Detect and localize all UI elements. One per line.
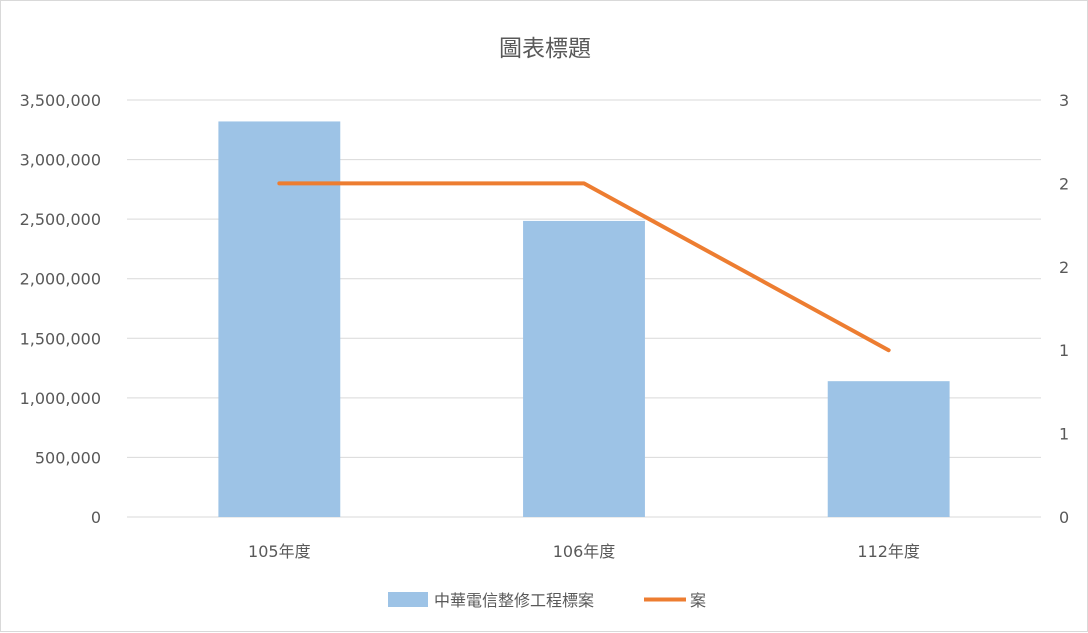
x-axis-labels: 105年度 106年度 112年度 — [248, 542, 920, 561]
left-tick-label: 1,500,000 — [20, 329, 101, 348]
bar — [218, 121, 340, 517]
legend-label-bar: 中華電信整修工程標案 — [434, 591, 594, 610]
right-tick-label: 3 — [1059, 91, 1069, 110]
left-tick-label: 3,000,000 — [20, 151, 101, 170]
left-tick-label: 3,500,000 — [20, 91, 101, 110]
right-tick-label: 1 — [1059, 425, 1069, 444]
right-tick-label: 2 — [1059, 258, 1069, 277]
left-tick-label: 2,500,000 — [20, 210, 101, 229]
left-tick-label: 2,000,000 — [20, 270, 101, 289]
x-tick-label: 112年度 — [857, 542, 920, 561]
chart-title: 圖表標題 — [499, 36, 591, 62]
left-tick-label: 0 — [91, 508, 101, 527]
right-tick-label: 1 — [1059, 341, 1069, 360]
right-tick-label: 0 — [1059, 508, 1069, 527]
right-axis-ticks: 0 1 1 2 2 3 — [1059, 91, 1069, 527]
legend-label-line: 案 — [690, 591, 706, 610]
legend: 中華電信整修工程標案 案 — [388, 591, 706, 610]
left-axis-ticks: 0 500,000 1,000,000 1,500,000 2,000,000 2,500… — [20, 91, 101, 527]
right-tick-label: 2 — [1059, 174, 1069, 193]
legend-swatch-bar — [388, 592, 428, 607]
x-tick-label: 105年度 — [248, 542, 311, 561]
bar — [828, 381, 950, 517]
left-tick-label: 500,000 — [35, 448, 101, 467]
bar-series — [218, 121, 949, 517]
x-tick-label: 106年度 — [553, 542, 616, 561]
left-tick-label: 1,000,000 — [20, 389, 101, 408]
bar — [523, 221, 645, 517]
